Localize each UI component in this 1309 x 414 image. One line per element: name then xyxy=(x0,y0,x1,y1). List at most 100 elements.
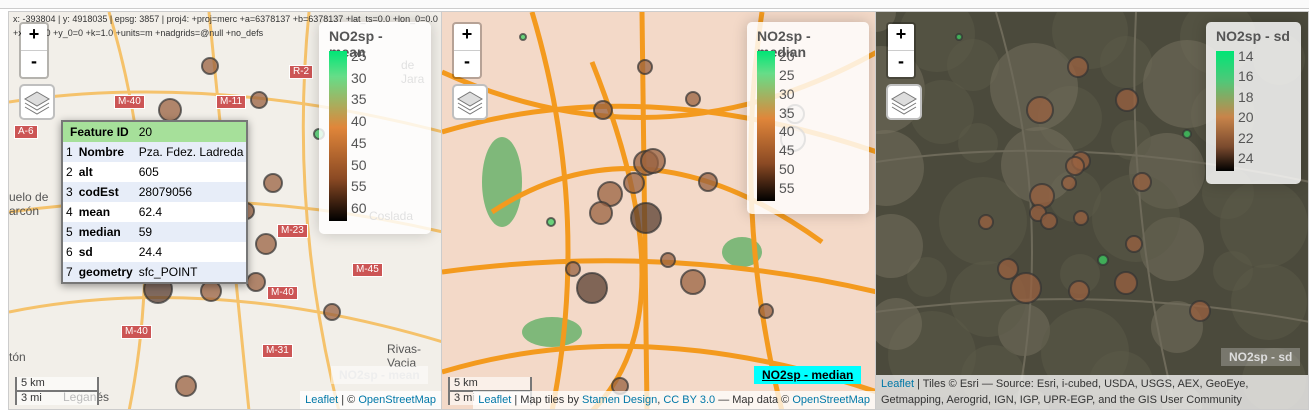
station-marker[interactable] xyxy=(246,272,266,292)
legend-tick-label: 45 xyxy=(351,134,367,151)
field-value: 28079056 xyxy=(135,182,247,202)
attribution-link[interactable]: OpenStreetMap xyxy=(792,394,870,406)
legend-tick-label: 35 xyxy=(351,91,367,108)
texture xyxy=(950,261,1026,337)
station-marker[interactable] xyxy=(593,100,613,120)
station-marker[interactable] xyxy=(589,201,613,225)
station-marker[interactable] xyxy=(250,91,268,109)
map-median[interactable]: + - NO2sp - median 20 25 30 35 40 45 50 55 NO2sp - … xyxy=(441,11,876,410)
station-marker[interactable] xyxy=(201,57,219,75)
station-marker[interactable] xyxy=(1125,235,1143,253)
zoom-in[interactable]: + xyxy=(454,24,480,51)
station-marker[interactable] xyxy=(680,269,706,295)
station-marker[interactable] xyxy=(1132,172,1152,192)
popup-table: Feature ID 20 1 Nombre Pza. Fdez. Ladreda 2 al… xyxy=(63,122,247,282)
station-marker[interactable] xyxy=(1189,300,1211,322)
map-sd[interactable]: + - NO2sp - sd 14 16 18 20 22 24 NO2sp - sd Leafle… xyxy=(875,11,1309,410)
attribution-link[interactable]: Stamen Design xyxy=(582,394,658,406)
station-marker[interactable] xyxy=(1182,129,1192,139)
layer-label[interactable]: NO2sp - sd xyxy=(1221,348,1301,366)
texture xyxy=(1001,127,1077,203)
attribution-text: , xyxy=(657,394,664,406)
station-marker[interactable] xyxy=(158,98,182,122)
station-marker[interactable] xyxy=(1115,88,1139,112)
road xyxy=(1133,12,1177,409)
station-marker[interactable] xyxy=(955,33,963,41)
attribution: Leaflet | Tiles © Esri — Source: Esri, i… xyxy=(876,375,1308,409)
coords-readout: x: -393804 | y: 4918035 | epsg: 3857 | p… xyxy=(13,14,438,38)
legend-tick-label: 14 xyxy=(1238,48,1254,64)
station-marker[interactable] xyxy=(1061,175,1077,191)
station-marker[interactable] xyxy=(640,148,666,174)
layers-control[interactable] xyxy=(19,84,55,120)
texture xyxy=(1092,174,1180,262)
road-shield: M-23 xyxy=(277,224,308,238)
station-marker[interactable] xyxy=(546,217,556,227)
attribution-link[interactable]: Leaflet xyxy=(881,378,915,390)
texture xyxy=(1041,308,1129,396)
park xyxy=(482,137,522,227)
station-marker[interactable] xyxy=(997,258,1019,280)
station-marker[interactable] xyxy=(1010,272,1042,304)
station-marker[interactable] xyxy=(630,202,662,234)
station-marker[interactable] xyxy=(519,33,527,41)
popup-row: 6 sd 24.4 xyxy=(63,242,246,262)
attribution-link[interactable]: OpenStreetMap xyxy=(358,394,436,406)
station-marker[interactable] xyxy=(576,272,608,304)
station-marker[interactable] xyxy=(1029,183,1055,209)
layer-label[interactable]: NO2sp - mean xyxy=(331,366,428,384)
popup-header-key: Feature ID xyxy=(63,122,136,142)
attribution-text: | Map tiles by xyxy=(511,394,583,406)
zoom-out[interactable]: - xyxy=(464,51,470,71)
field-name: alt xyxy=(78,165,93,179)
station-marker[interactable] xyxy=(698,172,718,192)
field-value: 62.4 xyxy=(138,205,163,219)
station-marker[interactable] xyxy=(263,173,283,193)
station-marker[interactable] xyxy=(978,214,994,230)
station-marker[interactable] xyxy=(175,375,197,397)
legend-tick-label: 30 xyxy=(351,69,367,86)
layers-control[interactable] xyxy=(886,84,922,120)
station-marker[interactable] xyxy=(1114,271,1138,295)
station-marker[interactable] xyxy=(685,91,701,107)
station-marker[interactable] xyxy=(255,233,277,255)
station-marker[interactable] xyxy=(1067,56,1089,78)
legend-title: NO2sp - sd xyxy=(1216,28,1290,44)
row-index: 1 xyxy=(63,142,76,162)
station-marker[interactable] xyxy=(565,261,581,277)
station-marker[interactable] xyxy=(1097,254,1109,266)
place-label: uelo de xyxy=(9,190,49,204)
station-marker[interactable] xyxy=(758,303,774,319)
attribution-link[interactable]: Leaflet xyxy=(305,394,339,406)
station-marker[interactable] xyxy=(623,172,645,194)
map-mean[interactable]: R-2M-40M-11A-6M-23M-45M-40M-40M-31Coslad… xyxy=(8,11,442,410)
attribution-link[interactable]: CC BY 3.0 xyxy=(663,394,716,406)
zoom-in[interactable]: + xyxy=(888,24,914,51)
attribution-link[interactable]: Leaflet xyxy=(478,394,512,406)
station-marker[interactable] xyxy=(1073,210,1089,226)
texture xyxy=(907,257,947,297)
road xyxy=(876,298,1308,323)
zoom-control: + - xyxy=(452,22,482,79)
station-marker[interactable] xyxy=(660,252,676,268)
station-marker[interactable] xyxy=(1065,156,1085,176)
popup-row: 7 geometry sfc_POINT xyxy=(63,262,247,282)
zoom-out[interactable]: - xyxy=(31,51,37,71)
legend-tick-label: 50 xyxy=(779,161,795,178)
place-label: tón xyxy=(9,350,26,364)
texture xyxy=(876,12,896,32)
station-marker[interactable] xyxy=(323,303,341,321)
zoom-in[interactable]: + xyxy=(21,24,47,51)
row-index: 4 xyxy=(66,205,73,219)
station-marker[interactable] xyxy=(637,59,653,75)
road xyxy=(529,12,571,409)
station-marker[interactable] xyxy=(1026,96,1054,124)
legend-tick-label: 50 xyxy=(351,156,367,173)
station-marker[interactable] xyxy=(200,280,222,302)
station-marker[interactable] xyxy=(1040,212,1058,230)
layer-label[interactable]: NO2sp - median xyxy=(754,366,862,384)
layers-control[interactable] xyxy=(452,84,488,120)
zoom-out[interactable]: - xyxy=(898,51,904,71)
station-marker[interactable] xyxy=(1068,280,1090,302)
